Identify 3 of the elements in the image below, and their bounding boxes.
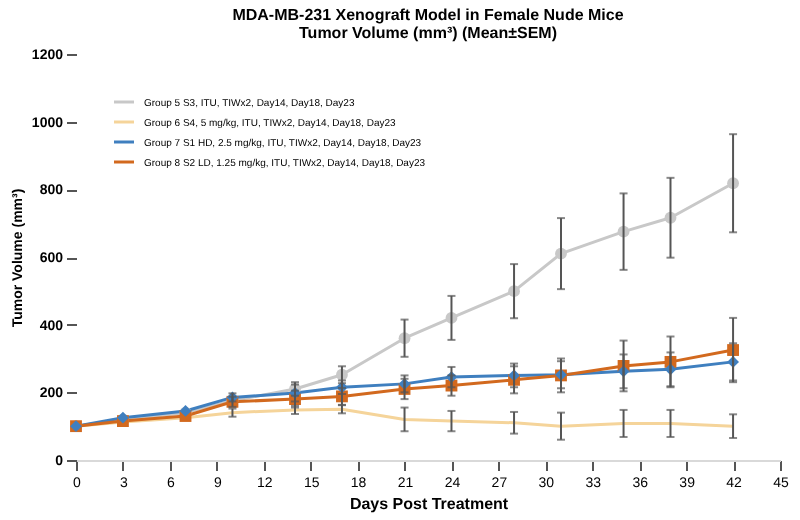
x-axis-title: Days Post Treatment <box>349 495 509 513</box>
chart-subtitle: Tumor Volume (mm³) (Mean±SEM) <box>299 24 558 42</box>
chart-title: MDA-MB-231 Xenograft Model in Female Nude Mice <box>232 6 625 24</box>
